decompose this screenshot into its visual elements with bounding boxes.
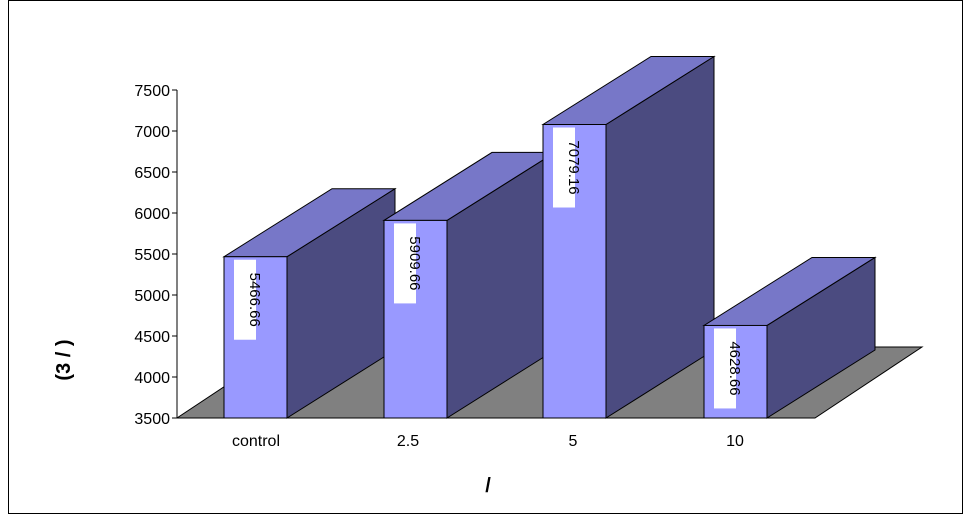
data-label-box	[234, 259, 256, 340]
data-label-box	[394, 223, 416, 304]
y-tick-label: 6000	[134, 206, 170, 223]
data-label: 7079.16	[565, 140, 582, 194]
x-axis-title: /	[485, 475, 491, 497]
data-label: 5909.66	[406, 236, 423, 290]
y-tick-label: 5000	[134, 288, 170, 305]
x-category-label: 2.5	[397, 433, 419, 450]
y-tick-label: 7500	[134, 83, 170, 100]
x-category-label: control	[232, 433, 280, 450]
data-label-box	[714, 328, 736, 409]
y-tick-label: 4000	[134, 370, 170, 387]
data-label: 5466.66	[246, 273, 263, 327]
data-label: 4628.66	[726, 341, 743, 395]
x-category-label: 5	[569, 433, 578, 450]
y-tick-label: 6500	[134, 165, 170, 182]
bar-1	[382, 151, 557, 419]
y-axis-title: (3 / )	[53, 339, 75, 380]
x-category-label: 10	[726, 433, 744, 450]
y-tick-label: 4500	[134, 329, 170, 346]
y-tick-label: 3500	[134, 411, 170, 428]
y-tick-label: 5500	[134, 247, 170, 264]
y-tick-label: 7000	[134, 124, 170, 141]
bar-2	[541, 55, 716, 419]
data-label-box	[553, 127, 575, 208]
